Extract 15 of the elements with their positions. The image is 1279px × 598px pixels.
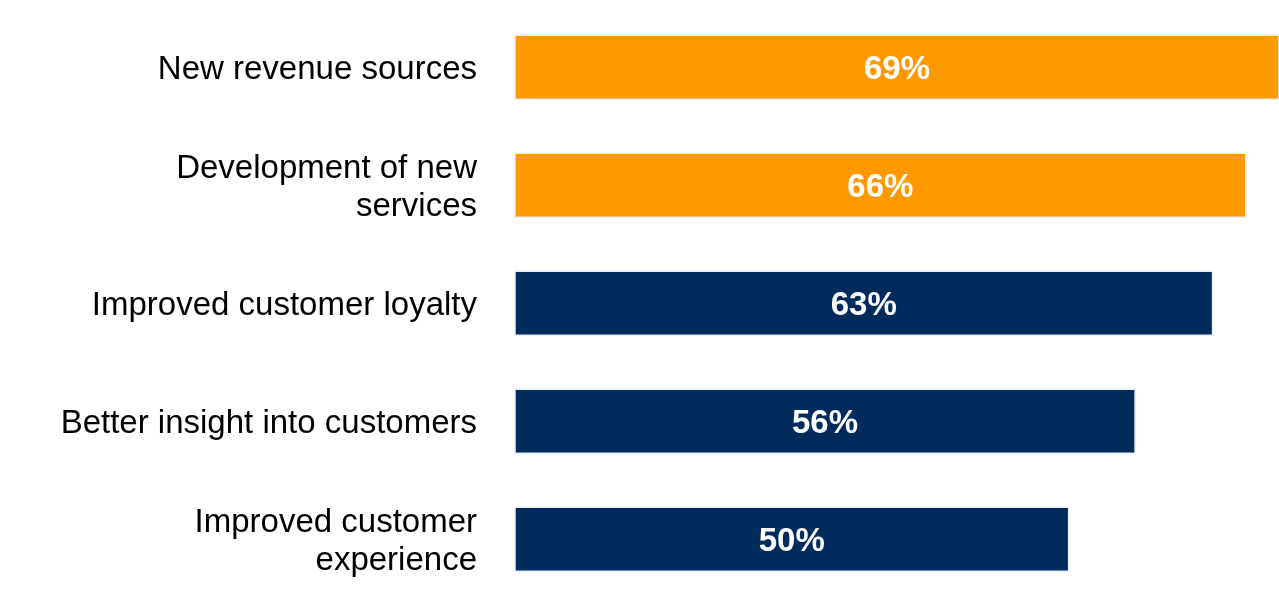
- data-label: 50%: [758, 520, 825, 558]
- y-tick-label: New revenue sources: [157, 48, 477, 86]
- data-label: 63%: [830, 284, 897, 322]
- bar: [514, 506, 1070, 572]
- bar: [514, 152, 1247, 218]
- data-label: 56%: [792, 402, 859, 440]
- bar: [514, 388, 1136, 454]
- data-label: 69%: [863, 48, 931, 86]
- y-tick-label: Improved customer experience: [194, 501, 478, 577]
- y-tick-label: Improved customer loyalty: [91, 284, 478, 322]
- bar: [514, 34, 1279, 100]
- bar: [514, 270, 1214, 336]
- y-tick-label: Better insight into customers: [60, 402, 477, 440]
- y-tick-label: Development of new services: [176, 147, 478, 223]
- data-label: 66%: [847, 166, 914, 204]
